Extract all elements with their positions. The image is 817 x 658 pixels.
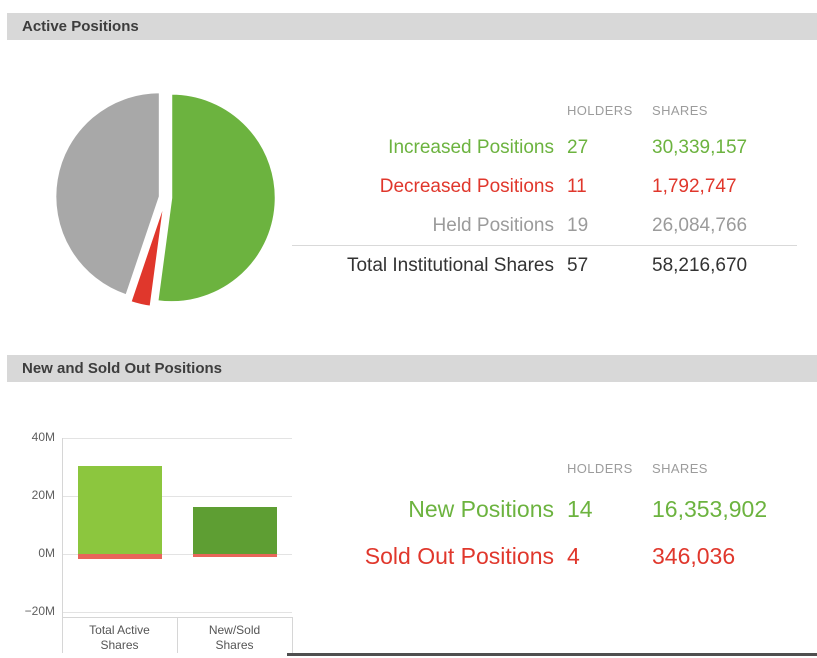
table-header-row: HOLDERS SHARES [292, 450, 797, 486]
x-axis-category-label: Total Active Shares [89, 623, 150, 652]
table-row-held-positions: Held Positions 19 26,084,766 [292, 206, 797, 245]
active-positions-table: HOLDERS SHARES Increased Positions 27 30… [292, 92, 797, 285]
bar-negative-1 [192, 554, 277, 557]
section-title-new-sold: New and Sold Out Positions [22, 360, 223, 377]
table-row-new-positions: New Positions 14 16,353,902 [292, 486, 797, 533]
section-header-new-sold-positions: New and Sold Out Positions [7, 355, 817, 382]
row-label: Sold Out Positions [364, 543, 554, 569]
gridline [62, 438, 292, 439]
new-sold-positions-table: HOLDERS SHARES New Positions 14 16,353,9… [292, 450, 797, 580]
y-axis-line [62, 438, 63, 618]
holders-column-header: HOLDERS [567, 102, 633, 118]
table-row-increased-positions: Increased Positions 27 30,339,157 [292, 128, 797, 167]
y-axis-tick-label: −20M [24, 604, 55, 618]
gridline [62, 612, 292, 613]
bar-chart-plot-area [62, 438, 292, 613]
row-label: New Positions [408, 496, 554, 522]
row-label: Total Institutional Shares [346, 254, 554, 276]
row-label: Increased Positions [388, 136, 554, 158]
x-axis-tick [62, 617, 63, 653]
table-row-sold-out-positions: Sold Out Positions 4 346,036 [292, 533, 797, 580]
row-label: Decreased Positions [379, 175, 554, 197]
pie-slice-2 [54, 91, 161, 296]
row-holders-value: 19 [567, 214, 589, 236]
row-holders-value: 4 [567, 543, 580, 569]
bar-positive-0 [77, 466, 162, 554]
shares-column-header: SHARES [652, 102, 708, 118]
holders-column-header: HOLDERS [567, 460, 633, 476]
row-holders-value: 14 [567, 496, 593, 522]
row-shares-value: 346,036 [652, 543, 736, 569]
next-section-edge [287, 653, 817, 656]
row-holders-value: 57 [567, 254, 589, 276]
shares-column-header: SHARES [652, 460, 708, 476]
pie-slice-0 [156, 93, 277, 303]
table-row-decreased-positions: Decreased Positions 11 1,792,747 [292, 167, 797, 206]
y-axis-tick-label: 20M [31, 488, 55, 502]
bar-positive-1 [192, 506, 277, 554]
row-holders-value: 11 [567, 175, 587, 197]
new-sold-bar-chart: 40M 20M 0M −20M Total Active Shares New/Sold… [0, 420, 310, 658]
row-shares-value: 30,339,157 [652, 136, 748, 158]
row-shares-value: 1,792,747 [652, 175, 737, 197]
x-axis-tick [177, 617, 178, 653]
gridline [62, 554, 292, 555]
table-row-total-institutional-shares: Total Institutional Shares 57 58,216,670 [292, 245, 797, 285]
bar-chart-y-axis: 40M 20M 0M −20M [0, 420, 55, 658]
bar-negative-0 [77, 554, 162, 560]
row-label: Held Positions [432, 214, 554, 236]
row-holders-value: 27 [567, 136, 589, 158]
y-axis-tick-label: 0M [38, 546, 55, 560]
section-title-active: Active Positions [22, 18, 139, 35]
section-header-active-positions: Active Positions [7, 13, 817, 40]
gridline [62, 496, 292, 497]
pie-slice-1 [129, 203, 165, 308]
x-axis-tick [292, 617, 293, 653]
x-axis-category-label: New/Sold Shares [208, 623, 261, 652]
active-positions-pie-chart [54, 91, 277, 308]
row-shares-value: 16,353,902 [652, 496, 768, 522]
row-shares-value: 26,084,766 [652, 214, 748, 236]
table-header-row: HOLDERS SHARES [292, 92, 797, 128]
y-axis-tick-label: 40M [31, 430, 55, 444]
row-shares-value: 58,216,670 [652, 254, 748, 276]
